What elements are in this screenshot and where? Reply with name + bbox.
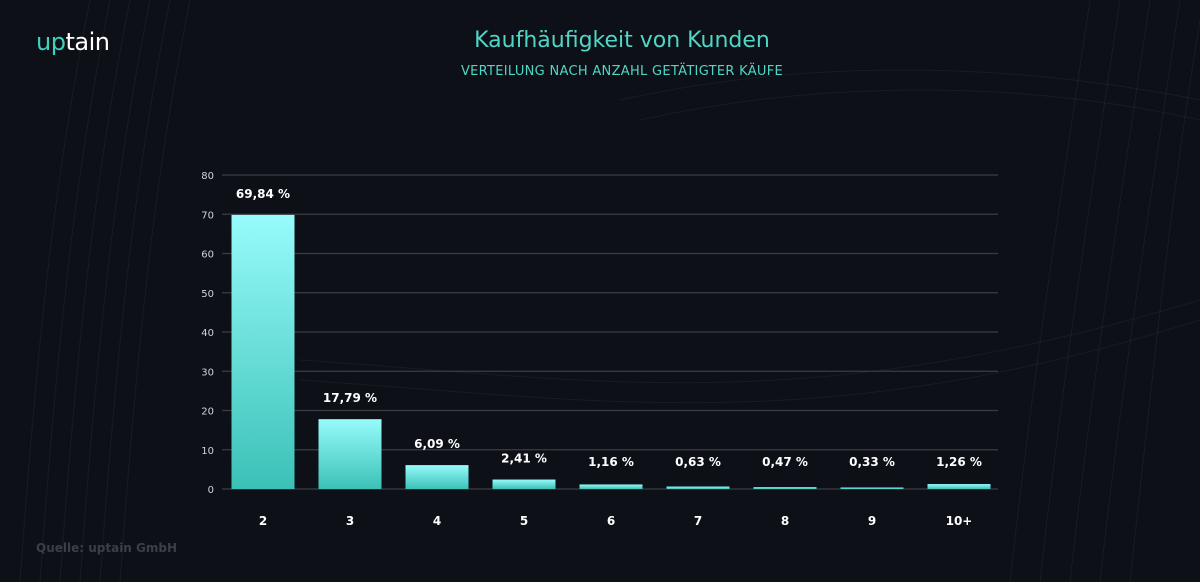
bar-3 xyxy=(318,419,382,489)
y-tick-label: 70 xyxy=(201,210,214,221)
uptain-logo: uptain xyxy=(36,28,110,56)
logo-text: tain xyxy=(65,28,110,56)
y-axis-ticks: 0 10 20 30 40 50 60 70 80 xyxy=(201,171,214,496)
source-note: Quelle: uptain GmbH xyxy=(36,541,178,555)
bars xyxy=(231,214,991,490)
category-label: 4 xyxy=(433,514,441,528)
chart-subtitle: VERTEILUNG NACH ANZAHL GETÄTIGTER KÄUFE xyxy=(460,64,784,79)
y-tick-label: 20 xyxy=(201,407,214,418)
bar-7 xyxy=(666,486,730,489)
y-tick-label: 60 xyxy=(201,250,214,261)
category-label: 6 xyxy=(607,514,615,528)
y-tick-label: 10 xyxy=(201,446,214,457)
data-label: 0,33 % xyxy=(849,455,895,469)
category-label: 8 xyxy=(781,514,789,528)
category-label: 10+ xyxy=(946,514,973,528)
y-tick-label: 50 xyxy=(201,289,214,300)
bar-2 xyxy=(231,214,295,490)
category-label: 7 xyxy=(694,514,702,528)
y-tick-label: 40 xyxy=(201,328,214,339)
x-axis-categories: 2 3 4 5 6 7 8 9 10+ xyxy=(259,514,973,528)
data-label: 2,41 % xyxy=(501,452,547,466)
bar-5 xyxy=(492,479,556,489)
category-label: 5 xyxy=(520,514,528,528)
y-tick-label: 0 xyxy=(208,485,214,496)
data-label: 69,84 % xyxy=(236,187,290,201)
bar-9 xyxy=(840,487,904,489)
bar-8 xyxy=(753,487,817,489)
data-label: 6,09 % xyxy=(414,437,460,451)
data-label: 0,63 % xyxy=(675,455,721,469)
category-label: 2 xyxy=(259,514,267,528)
category-label: 9 xyxy=(868,514,876,528)
chart-title: Kaufhäufigkeit von Kunden xyxy=(474,28,770,53)
bar-4 xyxy=(405,465,469,489)
bar-10+ xyxy=(927,484,991,489)
data-label: 17,79 % xyxy=(323,391,377,405)
logo-accent-text: up xyxy=(36,28,66,56)
data-label: 1,26 % xyxy=(936,455,982,469)
bar-6 xyxy=(579,484,643,489)
data-label: 1,16 % xyxy=(588,455,634,469)
y-tick-label: 80 xyxy=(201,171,214,182)
data-label: 0,47 % xyxy=(762,455,808,469)
category-label: 3 xyxy=(346,514,354,528)
y-tick-label: 30 xyxy=(201,367,214,378)
data-labels: 69,84 % 17,79 % 6,09 % 2,41 % 1,16 % 0,63 % 0,… xyxy=(236,187,982,469)
